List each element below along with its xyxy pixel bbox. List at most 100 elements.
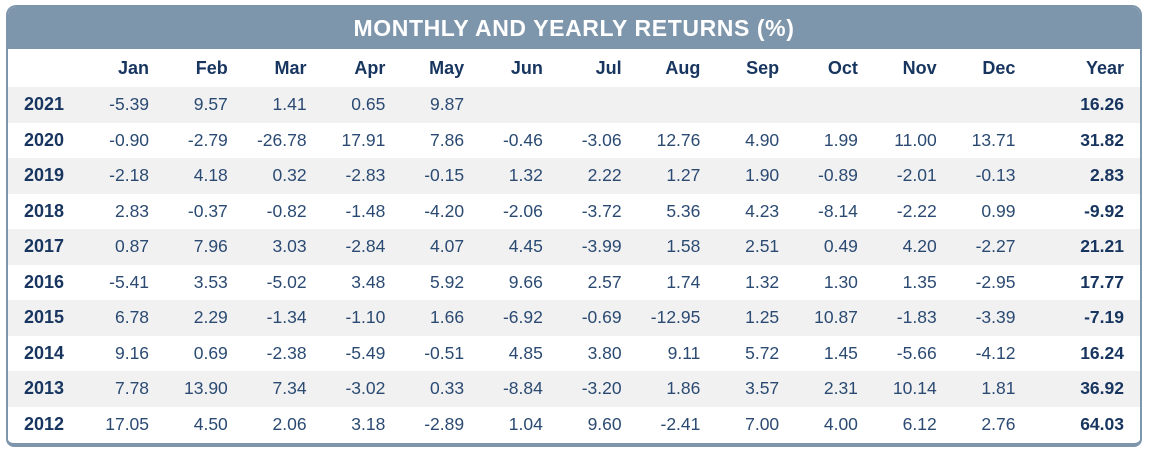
cell-2016-feb: 3.53 <box>193 271 228 292</box>
cell-2014-jun: 4.85 <box>508 342 543 363</box>
cell-2013-feb: 13.90 <box>184 378 228 399</box>
cell-2018-year-total: -9.92 <box>1084 200 1124 221</box>
cell-2018-jun: -2.06 <box>502 200 543 221</box>
column-header-oct: Oct <box>827 57 858 78</box>
cell-2020-nov: 11.00 <box>894 129 937 150</box>
cell-2020-apr: 17.91 <box>341 129 386 150</box>
cell-2015-jul: -0.69 <box>581 307 622 328</box>
column-header-sep: Sep <box>746 57 780 78</box>
cell-2017-jul: -3.99 <box>581 236 622 257</box>
column-header-year: Year <box>1085 57 1124 78</box>
cell-2014-year-total: 16.24 <box>1080 342 1124 363</box>
column-header-may: May <box>429 57 465 78</box>
cell-2020-sep: 4.90 <box>745 129 780 150</box>
cell-2021-year-total: 16.26 <box>1080 94 1124 115</box>
cell-2016-jul: 2.57 <box>587 271 622 292</box>
cell-2020-dec: 13.71 <box>971 129 1016 150</box>
cell-2021-apr: 0.65 <box>351 94 386 115</box>
cell-2021-sep <box>714 87 793 123</box>
table-row-2012: 2012 17.05 4.50 2.06 3.18 -2.89 1.04 9.60 -2.41 7… <box>8 407 1140 443</box>
cell-2015-jun: -6.92 <box>502 307 543 328</box>
cell-2014-oct: 1.45 <box>823 342 858 363</box>
cell-2020-oct: 1.99 <box>823 129 858 150</box>
cell-2021-nov <box>872 87 951 123</box>
cell-2013-jun: -8.84 <box>502 378 543 399</box>
cell-2019-apr: -2.83 <box>345 165 386 186</box>
cell-2013-dec: 1.81 <box>981 378 1016 399</box>
column-header-feb: Feb <box>195 57 228 78</box>
cell-2020-jan: -0.90 <box>109 129 150 150</box>
column-header-jan: Jan <box>118 57 150 78</box>
cell-2020-may: 7.86 <box>430 129 465 150</box>
cell-2019-dec: -0.13 <box>975 165 1016 186</box>
table-row-2018: 2018 2.83 -0.37 -0.82 -1.48 -4.20 -2.06 -3.72 5.… <box>8 194 1140 230</box>
column-header-aug: Aug <box>665 57 701 78</box>
cell-2015-feb: 2.29 <box>193 307 228 328</box>
cell-2021-mar: 1.41 <box>272 94 307 115</box>
cell-2017-apr: -2.84 <box>345 236 386 257</box>
cell-2013-mar: 7.34 <box>272 378 307 399</box>
cell-2015-dec: -3.39 <box>975 307 1016 328</box>
table-row-2015: 2015 6.78 2.29 -1.34 -1.10 1.66 -6.92 -0.69 -12.… <box>8 300 1140 336</box>
cell-2016-aug: 1.74 <box>666 271 701 292</box>
cell-2021-dec <box>951 87 1030 123</box>
cell-2018-oct: -8.14 <box>818 200 858 221</box>
column-header-jun: Jun <box>510 57 543 78</box>
row-year-label: 2016 <box>24 271 65 292</box>
cell-2017-sep: 2.51 <box>745 236 780 257</box>
cell-2016-mar: -5.02 <box>266 271 307 292</box>
cell-2019-year-total: 2.83 <box>1089 165 1124 186</box>
cell-2013-nov: 10.14 <box>892 378 937 399</box>
cell-2018-jan: 2.83 <box>114 200 150 221</box>
cell-2019-sep: 1.90 <box>745 165 780 186</box>
cell-2015-year-total: -7.19 <box>1084 307 1124 328</box>
cell-2018-mar: -0.82 <box>266 200 307 221</box>
column-header-jul: Jul <box>595 57 622 78</box>
cell-2017-feb: 7.96 <box>193 236 228 257</box>
cell-2016-oct: 1.30 <box>823 271 858 292</box>
table-row-2016: 2016 -5.41 3.53 -5.02 3.48 5.92 9.66 2.57 1.74 1.… <box>8 265 1140 301</box>
cell-2012-jul: 9.60 <box>587 413 622 434</box>
cell-2019-may: -0.15 <box>424 165 465 186</box>
table-row-2019: 2019 -2.18 4.18 0.32 -2.83 -0.15 1.32 2.22 1.27 1… <box>8 158 1140 194</box>
cell-2017-nov: 4.20 <box>902 236 937 257</box>
column-header-apr: Apr <box>354 57 386 78</box>
cell-2014-dec: -4.12 <box>975 342 1016 363</box>
header-row: Jan Feb Mar Apr May Jun Jul Aug Sep Oct Nov Dec Year <box>8 49 1140 87</box>
cell-2014-apr: -5.49 <box>345 342 386 363</box>
cell-2012-may: -2.89 <box>424 413 465 434</box>
row-year-label: 2012 <box>24 413 65 434</box>
cell-2014-jul: 3.80 <box>587 342 622 363</box>
cell-2020-year-total: 31.82 <box>1080 129 1124 150</box>
cell-2015-sep: 1.25 <box>745 307 780 328</box>
cell-2016-jun: 9.66 <box>508 271 543 292</box>
cell-2021-jul <box>557 87 636 123</box>
table-row-2013: 2013 7.78 13.90 7.34 -3.02 0.33 -8.84 -3.20 1.86… <box>8 371 1140 407</box>
cell-2017-jun: 4.45 <box>508 236 543 257</box>
cell-2017-oct: 0.49 <box>823 236 858 257</box>
cell-2017-jan: 0.87 <box>114 236 150 257</box>
cell-2018-aug: 5.36 <box>666 200 701 221</box>
table-row-2021: 2021 -5.39 9.57 1.41 0.65 9.87 16.26 <box>8 87 1140 123</box>
cell-2012-sep: 7.00 <box>745 413 780 434</box>
cell-2014-aug: 9.11 <box>667 342 701 363</box>
cell-2020-mar: -26.78 <box>256 129 307 150</box>
row-year-label: 2021 <box>24 94 65 115</box>
cell-2017-may: 4.07 <box>430 236 465 257</box>
returns-table: Jan Feb Mar Apr May Jun Jul Aug Sep Oct Nov Dec Year… <box>8 49 1140 442</box>
cell-2013-jan: 7.78 <box>114 378 150 399</box>
cell-2015-nov: -1.83 <box>896 307 937 328</box>
cell-2017-mar: 3.03 <box>272 236 307 257</box>
cell-2012-jan: 17.05 <box>105 413 150 434</box>
cell-2019-aug: 1.27 <box>666 165 701 186</box>
cell-2013-jul: -3.20 <box>581 378 622 399</box>
cell-2013-aug: 1.86 <box>666 378 701 399</box>
cell-2015-oct: 10.87 <box>814 307 858 328</box>
cell-2017-aug: 1.58 <box>666 236 701 257</box>
row-year-label: 2015 <box>24 307 65 328</box>
cell-2018-may: -4.20 <box>424 200 465 221</box>
cell-2014-feb: 0.69 <box>193 342 228 363</box>
cell-2020-aug: 12.76 <box>656 129 701 150</box>
cell-2016-nov: 1.35 <box>902 271 937 292</box>
cell-2018-dec: 0.99 <box>981 200 1016 221</box>
